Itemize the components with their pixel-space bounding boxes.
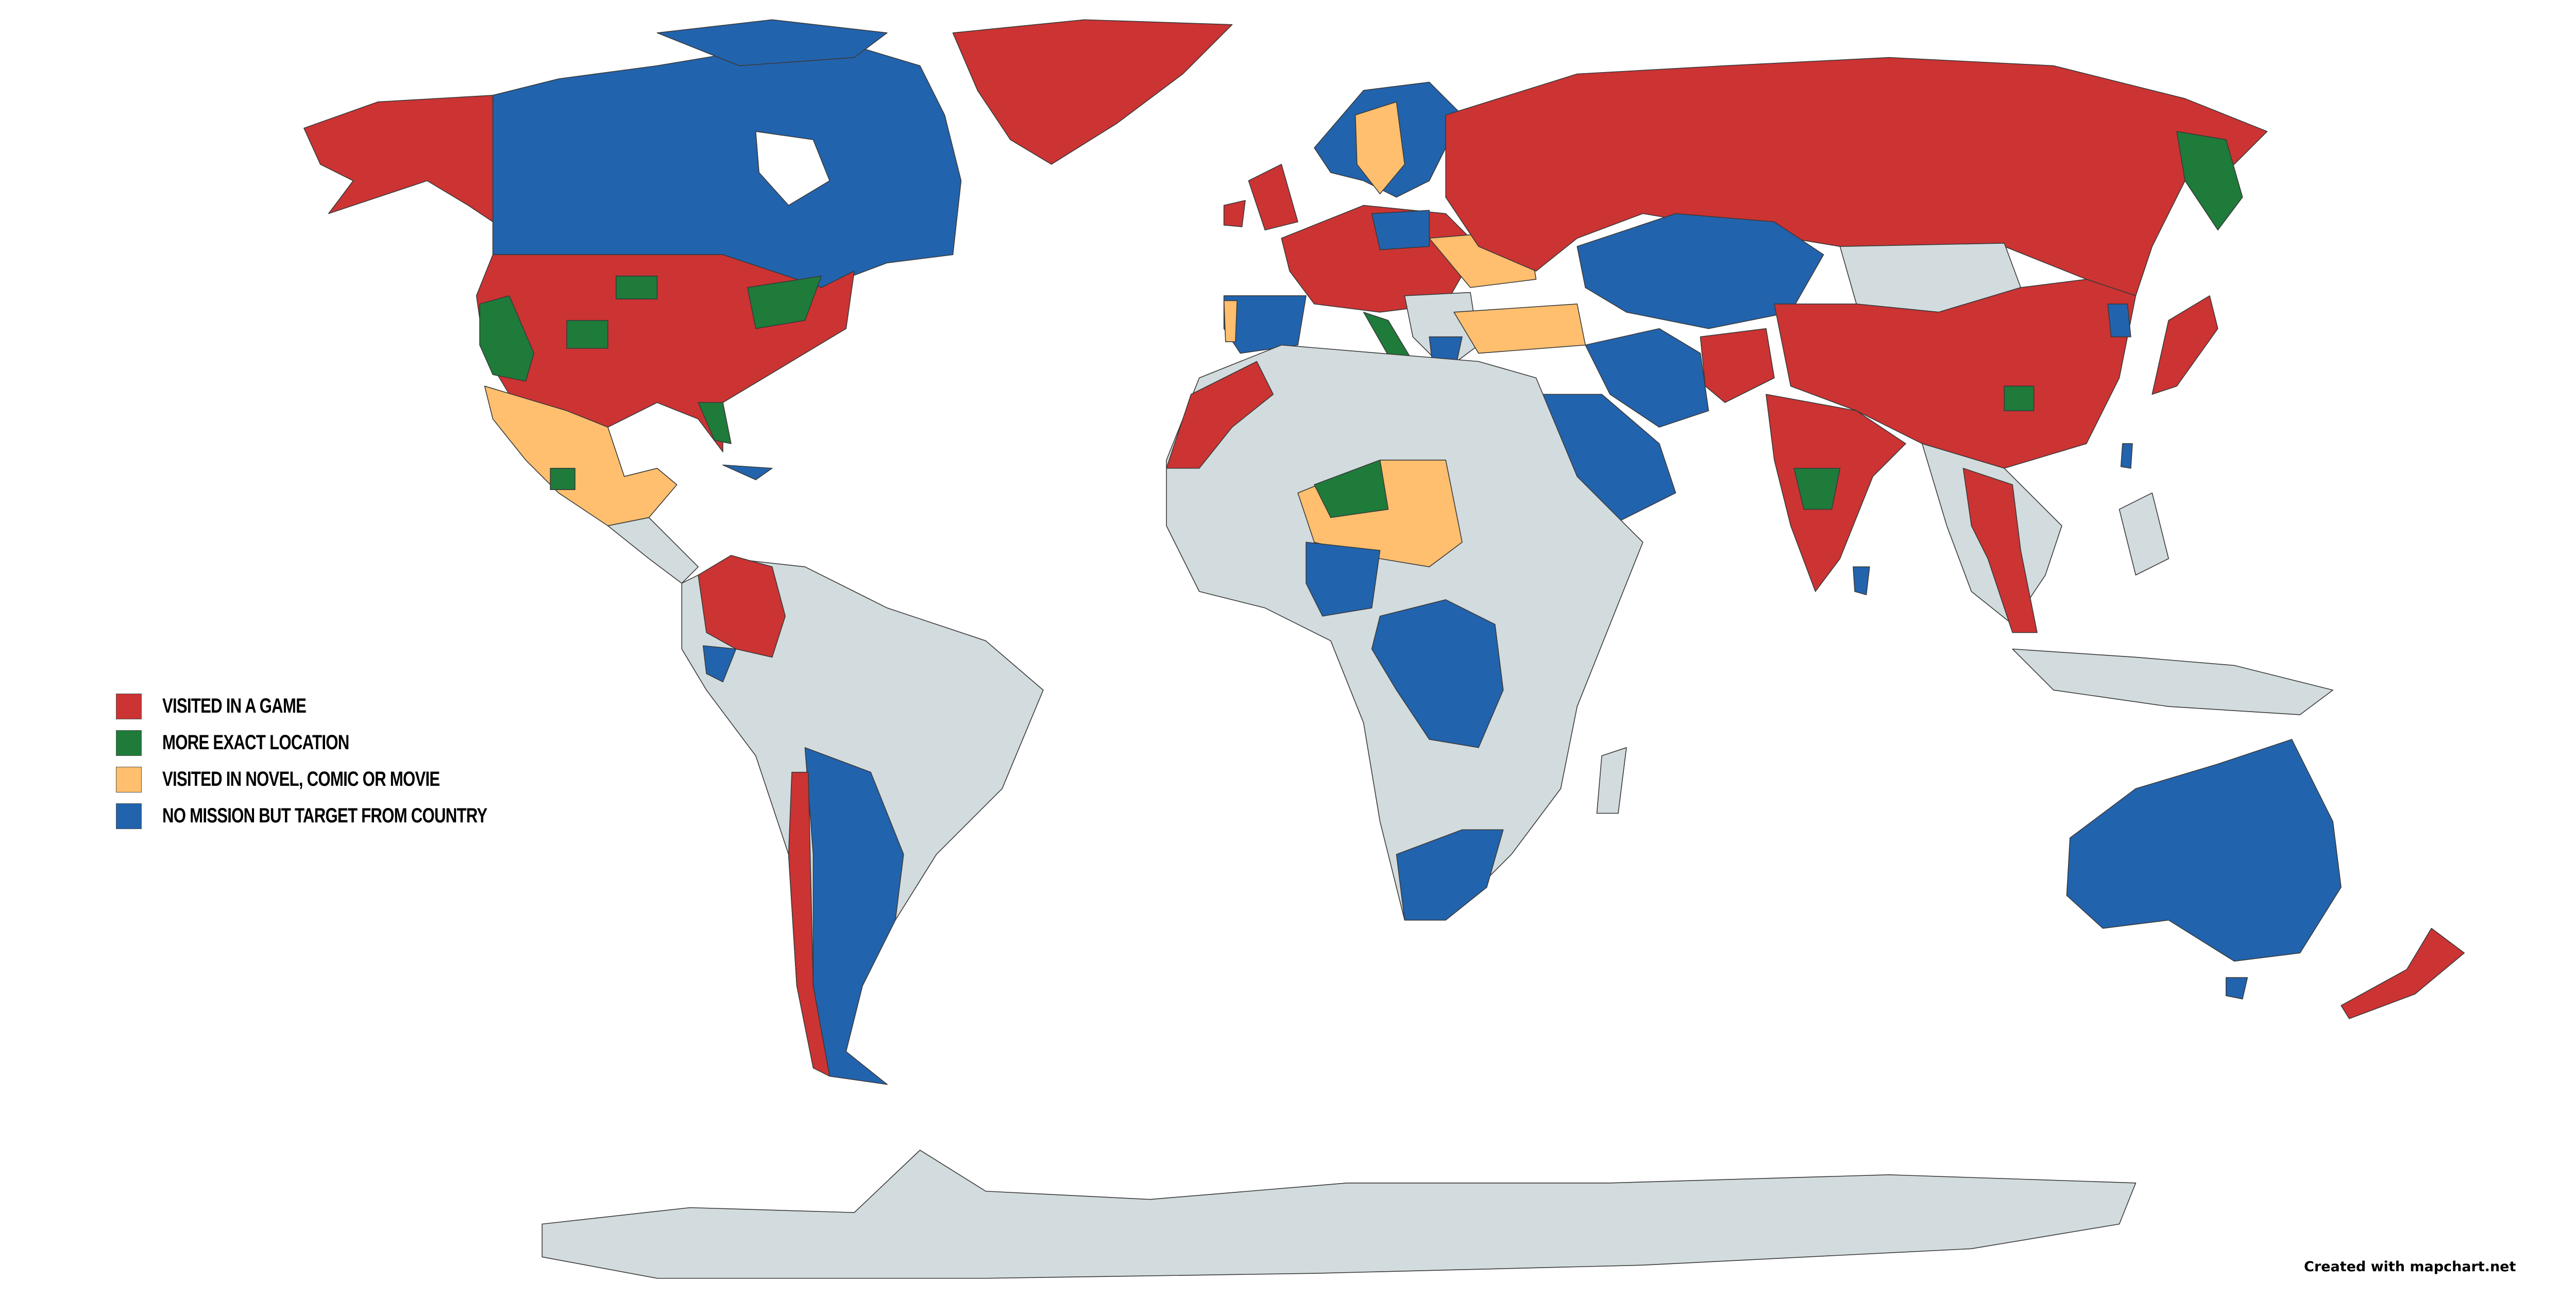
legend-item-target-from-country: NO MISSION BUT TARGET FROM COUNTRY (116, 798, 579, 834)
region-kamchatka (2176, 131, 2243, 231)
region-india (1766, 394, 1906, 592)
region-central-europe (1371, 210, 1430, 250)
region-usa-north-green (615, 275, 658, 300)
region-hudson-bay (755, 131, 831, 206)
region-india-green (1793, 467, 1841, 510)
region-antarctica (541, 1150, 2137, 1279)
region-portugal (1223, 300, 1238, 343)
region-niger-green (1314, 460, 1389, 518)
region-south-africa (1396, 829, 1504, 921)
region-drc (1371, 599, 1504, 748)
region-taiwan (2120, 443, 2133, 469)
region-mexico-green (550, 467, 575, 491)
region-indonesia (2012, 648, 2333, 715)
region-sweden (1354, 101, 1405, 195)
region-thailand (1962, 467, 2038, 633)
region-iran (1585, 328, 1709, 428)
region-new-zealand (2341, 928, 2465, 1019)
legend-swatch-orange (116, 766, 142, 793)
region-usa-central-green (566, 319, 608, 349)
legend-swatch-green (116, 730, 142, 756)
region-japan (2151, 295, 2218, 395)
region-chile (788, 771, 831, 1077)
legend: VISITED IN A GAME MORE EXACT LOCATION VI… (116, 688, 579, 834)
region-uk (1248, 164, 1298, 231)
region-florida (698, 402, 732, 444)
region-tasmania (2225, 977, 2248, 1000)
legend-label: MORE EXACT LOCATION (162, 731, 349, 754)
region-nigeria (1306, 542, 1381, 617)
legend-label: VISITED IN NOVEL, COMIC OR MOVIE (162, 768, 440, 790)
region-madagascar (1596, 747, 1627, 814)
legend-swatch-red (116, 693, 142, 719)
region-australia (2066, 739, 2342, 962)
region-alaska (303, 95, 494, 223)
region-colombia (698, 554, 786, 658)
region-sri-lanka (1853, 566, 1870, 596)
region-usa-west-green (479, 295, 535, 382)
region-canada-arctic (656, 19, 888, 66)
region-argentina (804, 747, 904, 1085)
region-usa-east-green (747, 275, 822, 329)
legend-label: VISITED IN A GAME (162, 695, 307, 717)
legend-item-visited-game: VISITED IN A GAME (116, 688, 579, 724)
region-afghanistan (1700, 328, 1775, 403)
legend-label: NO MISSION BUT TARGET FROM COUNTRY (162, 804, 487, 827)
region-cuba (722, 464, 773, 480)
region-ireland (1223, 200, 1246, 227)
legend-swatch-blue (116, 803, 142, 829)
region-morocco (1166, 361, 1274, 469)
region-central-america (607, 517, 699, 584)
region-iberia (1223, 295, 1307, 354)
region-canada (492, 45, 962, 288)
legend-item-novel-comic-movie: VISITED IN NOVEL, COMIC OR MOVIE (116, 761, 579, 798)
region-ecuador (702, 645, 737, 683)
region-mexico (484, 385, 677, 527)
region-korea (2107, 304, 2131, 338)
region-philippines (2119, 492, 2169, 576)
credit-text: Created with mapchart.net (2304, 1259, 2516, 1275)
region-china-green (2004, 385, 2035, 411)
legend-item-exact-location: MORE EXACT LOCATION (116, 724, 579, 761)
region-greenland (952, 19, 1233, 165)
